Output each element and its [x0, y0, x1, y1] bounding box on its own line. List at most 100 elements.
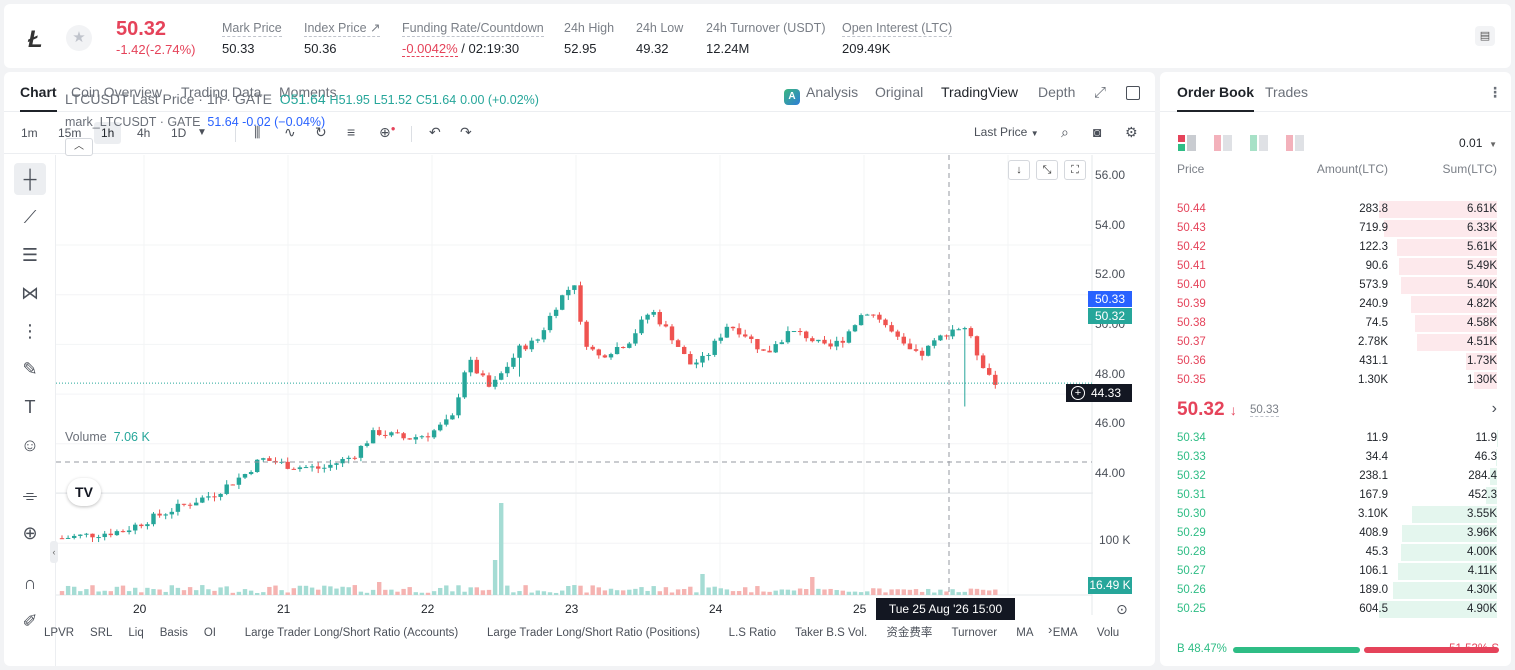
timeframe-15m[interactable]: 15m: [58, 126, 82, 140]
text-icon[interactable]: T: [24, 397, 36, 417]
chevron-right-icon[interactable]: ›: [1491, 400, 1497, 417]
crosshair-price[interactable]: +44.33: [1066, 384, 1132, 402]
zoom-in-icon[interactable]: ⊕: [22, 523, 38, 543]
stat-open-interest[interactable]: Open Interest (LTC) 209.49K: [842, 21, 953, 56]
gear-icon[interactable]: ⚙: [1125, 124, 1138, 140]
chevron-left-icon[interactable]: ‹: [50, 541, 58, 563]
bid-row[interactable]: 50.28 45.3 4.00K: [1160, 543, 1511, 562]
timeframe-dropdown-icon[interactable]: ▼: [197, 127, 207, 138]
mode-analysis[interactable]: A Analysis: [784, 84, 858, 105]
tab-trading-data[interactable]: Trading Data: [181, 84, 262, 100]
timeframe-1h[interactable]: 1h: [94, 122, 122, 144]
camera-icon[interactable]: ◙: [1093, 124, 1102, 140]
tab-order-book[interactable]: Order Book: [1177, 84, 1255, 112]
ltc-logo-icon: Ł: [28, 26, 43, 53]
settings-circle-icon[interactable]: ⊙: [1116, 601, 1128, 617]
horizontal-lines-icon[interactable]: ☰: [21, 245, 39, 265]
collapse-icon[interactable]: ⤡: [1036, 160, 1058, 180]
indicator-ls-ratio[interactable]: L.S Ratio: [728, 627, 776, 639]
indicator-lt-accounts[interactable]: Large Trader Long/Short Ratio (Accounts): [244, 627, 459, 639]
ask-row[interactable]: 50.37 2.78K 4.51K: [1160, 333, 1511, 352]
ask-row[interactable]: 50.36 431.1 1.73K: [1160, 352, 1511, 371]
tradingview-logo-icon[interactable]: TV: [67, 478, 101, 506]
indicators-icon[interactable]: ∿: [284, 124, 296, 140]
arrow-down-icon[interactable]: ↓: [1008, 160, 1030, 180]
refresh-icon[interactable]: ↻: [315, 124, 327, 140]
ask-row[interactable]: 50.39 240.9 4.82K: [1160, 295, 1511, 314]
template-icon[interactable]: ≡: [347, 124, 356, 140]
bid-row[interactable]: 50.31 167.9 452.3: [1160, 486, 1511, 505]
mode-tradingview[interactable]: TradingView: [941, 84, 1019, 100]
magnet-icon[interactable]: ∩: [23, 573, 37, 593]
bid-row[interactable]: 50.25 604.5 4.90K: [1160, 600, 1511, 619]
crosshair-icon[interactable]: ┼: [14, 163, 46, 195]
indicator-lpvr[interactable]: LPVR: [44, 627, 75, 639]
tab-chart[interactable]: Chart: [20, 84, 57, 112]
timeframe-4h[interactable]: 4h: [137, 126, 151, 140]
collapse-legend-button[interactable]: ︿: [65, 138, 93, 156]
indicator-turnover[interactable]: Turnover: [951, 627, 998, 639]
candle-type-icon[interactable]: ⫼: [254, 124, 261, 140]
precision-select[interactable]: 0.01 ▼: [1459, 136, 1497, 150]
add-indicator-icon[interactable]: ⊕●: [379, 124, 396, 140]
trend-line-icon[interactable]: ⟋: [23, 207, 37, 227]
indicator-taker-vol[interactable]: Taker B.S Vol.: [794, 627, 868, 639]
stat-index-price[interactable]: Index Price ↗ 50.36: [304, 21, 381, 56]
redo-icon[interactable]: ↷: [460, 124, 472, 140]
add-alert-icon[interactable]: +: [1071, 386, 1085, 400]
ask-row[interactable]: 50.35 1.30K 1.30K: [1160, 371, 1511, 390]
view-asks-icon[interactable]: [1214, 135, 1232, 151]
view-bids-icon[interactable]: [1250, 135, 1268, 151]
window-icon[interactable]: [1126, 86, 1140, 100]
bid-row[interactable]: 50.27 106.1 4.11K: [1160, 562, 1511, 581]
indicator-srl[interactable]: SRL: [90, 627, 113, 639]
book-icon[interactable]: ▤: [1475, 26, 1495, 46]
emoji-icon[interactable]: ☺: [20, 435, 40, 455]
ask-row[interactable]: 50.43 719.9 6.33K: [1160, 219, 1511, 238]
tab-trades[interactable]: Trades: [1265, 84, 1309, 100]
pencil-lock-icon[interactable]: ✐: [22, 611, 38, 631]
search-icon[interactable]: ⌕: [1061, 124, 1069, 140]
pattern-icon[interactable]: ⋈: [21, 283, 39, 303]
indicator-funding[interactable]: 资金费率: [886, 627, 933, 639]
indicator-lt-positions[interactable]: Large Trader Long/Short Ratio (Positions…: [487, 627, 700, 639]
ask-row[interactable]: 50.44 283.8 6.61K: [1160, 200, 1511, 219]
indicator-ma[interactable]: MA: [1016, 627, 1034, 639]
bid-row[interactable]: 50.30 3.10K 3.55K: [1160, 505, 1511, 524]
bid-row[interactable]: 50.33 34.4 46.3: [1160, 448, 1511, 467]
tab-coin-overview[interactable]: Coin Overview: [71, 84, 163, 100]
mode-depth[interactable]: Depth: [1038, 84, 1076, 100]
timeframe-1d[interactable]: 1D: [171, 126, 187, 140]
brush-icon[interactable]: ✎: [22, 359, 38, 379]
mode-original[interactable]: Original: [875, 84, 924, 100]
fullscreen-icon[interactable]: ⛶: [1064, 160, 1086, 180]
indicator-ema[interactable]: EMA: [1052, 627, 1078, 639]
bid-row[interactable]: 50.32 238.1 284.4: [1160, 467, 1511, 486]
ask-row[interactable]: 50.40 573.9 5.40K: [1160, 276, 1511, 295]
indicator-basis[interactable]: Basis: [159, 627, 188, 639]
indicator-volume[interactable]: Volu: [1096, 627, 1120, 639]
chevron-right-icon[interactable]: ›: [1048, 622, 1053, 637]
expand-icon[interactable]: ⤢: [1094, 84, 1107, 101]
undo-icon[interactable]: ↶: [429, 124, 441, 140]
favorite-star-icon[interactable]: ★: [66, 25, 92, 51]
fib-icon[interactable]: ⋮: [21, 321, 39, 341]
view-both-icon[interactable]: [1178, 135, 1196, 151]
bid-row[interactable]: 50.34 11.9 11.9: [1160, 429, 1511, 448]
ask-row[interactable]: 50.41 90.6 5.49K: [1160, 257, 1511, 276]
timeframe-1m[interactable]: 1m: [21, 126, 38, 140]
price-type-select[interactable]: Last Price ▼: [974, 125, 1039, 139]
stat-funding-rate[interactable]: Funding Rate/Countdown -0.0042% / 02:19:…: [402, 21, 544, 57]
bid-row[interactable]: 50.26 189.0 4.30K: [1160, 581, 1511, 600]
ruler-icon[interactable]: ⌯: [22, 485, 38, 505]
ask-row[interactable]: 50.38 74.5 4.58K: [1160, 314, 1511, 333]
tab-moments[interactable]: Moments: [279, 84, 337, 100]
indicator-liq[interactable]: Liq: [128, 627, 144, 639]
price-chart[interactable]: [56, 155, 1093, 615]
view-depth-icon[interactable]: [1286, 135, 1304, 151]
bid-row[interactable]: 50.29 408.9 3.96K: [1160, 524, 1511, 543]
ask-row[interactable]: 50.42 122.3 5.61K: [1160, 238, 1511, 257]
more-icon[interactable]: ⋮: [1488, 84, 1502, 100]
stat-mark-price[interactable]: Mark Price 50.33: [222, 21, 282, 56]
indicator-oi[interactable]: OI: [203, 627, 216, 639]
